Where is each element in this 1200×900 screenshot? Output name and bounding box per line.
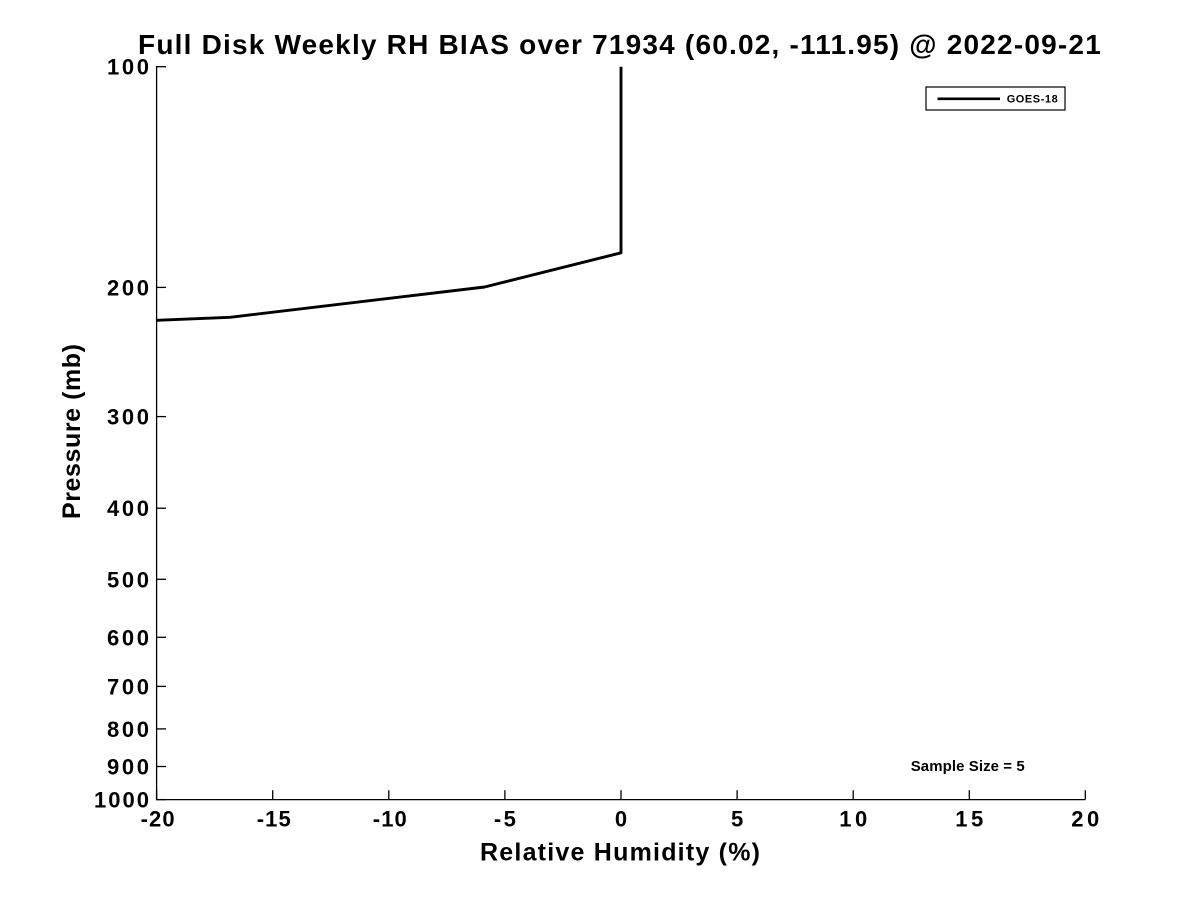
svg-text:200: 200	[107, 275, 149, 300]
svg-text:-20: -20	[141, 807, 175, 832]
svg-text:5: 5	[731, 807, 743, 832]
svg-text:Pressure (mb): Pressure (mb)	[58, 344, 86, 519]
svg-text:500: 500	[107, 567, 149, 592]
svg-text:400: 400	[107, 496, 149, 521]
svg-text:100: 100	[107, 55, 149, 80]
svg-text:300: 300	[107, 405, 149, 430]
svg-text:0: 0	[615, 807, 627, 832]
svg-text:900: 900	[107, 755, 149, 780]
svg-text:GOES-18: GOES-18	[1007, 93, 1058, 105]
svg-text:Full Disk Weekly RH BIAS over: Full Disk Weekly RH BIAS over 71934 (60.…	[138, 29, 1102, 60]
svg-text:-5: -5	[494, 807, 516, 832]
svg-text:700: 700	[107, 674, 149, 699]
svg-text:-15: -15	[257, 807, 291, 832]
svg-text:Relative Humidity (%): Relative Humidity (%)	[480, 838, 760, 866]
svg-text:-10: -10	[373, 807, 407, 832]
svg-text:Sample Size = 5: Sample Size = 5	[911, 758, 1025, 775]
svg-text:800: 800	[107, 717, 149, 742]
svg-text:600: 600	[107, 625, 149, 650]
